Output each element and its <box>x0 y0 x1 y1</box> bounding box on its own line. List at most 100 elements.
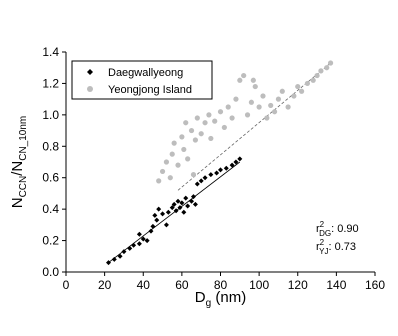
point <box>194 115 200 121</box>
x-axis-label-part: g <box>206 298 212 309</box>
point <box>175 162 181 168</box>
x-tick-label: 100 <box>249 278 269 292</box>
x-tick-label: 120 <box>288 278 308 292</box>
point <box>131 242 137 248</box>
point <box>202 175 208 181</box>
annotation-sub: YJ <box>319 247 328 256</box>
annotation-text: : 0.73 <box>328 241 356 253</box>
point <box>163 159 170 165</box>
point <box>279 88 285 94</box>
y-tick-label: 0.8 <box>42 139 59 153</box>
legend-label: Daegwallyeong <box>108 67 183 79</box>
annotation-sup: 2 <box>320 220 325 229</box>
annotation-text: : 0.90 <box>331 223 359 235</box>
point <box>136 231 142 237</box>
point <box>252 83 258 90</box>
y-tick-label: 0.2 <box>42 234 59 248</box>
point <box>318 68 324 74</box>
point <box>152 212 158 218</box>
legend-label: Yeongjong Island <box>108 84 192 96</box>
point <box>136 241 142 247</box>
fit-line <box>108 161 241 263</box>
point <box>159 168 166 175</box>
legend-box <box>71 60 213 100</box>
y-tick-label: 0.6 <box>42 171 59 185</box>
point <box>190 194 196 200</box>
point <box>202 120 208 126</box>
point <box>127 245 133 251</box>
y-axis-label: NCCN/NCN_10nm <box>9 116 29 209</box>
point <box>237 156 243 162</box>
y-tick-label: 0.4 <box>42 202 59 216</box>
point <box>218 167 223 173</box>
point <box>244 112 251 118</box>
point <box>171 201 177 207</box>
point <box>117 253 123 259</box>
point <box>268 102 274 109</box>
point <box>250 77 256 83</box>
x-tick-label: 140 <box>326 278 346 292</box>
point <box>229 162 235 168</box>
point <box>229 115 235 121</box>
point <box>233 96 239 102</box>
point <box>189 198 195 204</box>
point <box>181 209 187 215</box>
point <box>221 124 227 131</box>
x-axis-label-part: (nm) <box>211 289 246 306</box>
y-axis-label-part: N <box>9 197 26 208</box>
point <box>144 238 150 244</box>
x-tick-label: 20 <box>98 278 112 292</box>
point <box>165 209 171 215</box>
point <box>291 93 297 99</box>
point <box>198 178 204 184</box>
point <box>169 151 175 157</box>
point <box>208 172 214 178</box>
point <box>192 137 198 143</box>
point <box>299 88 305 94</box>
point <box>295 83 301 90</box>
annotation: r2 YJ: 0.73 <box>316 238 356 256</box>
point <box>179 200 185 206</box>
point <box>148 228 154 234</box>
point <box>275 96 282 102</box>
x-tick-label: 80 <box>214 278 228 292</box>
point <box>206 112 212 118</box>
y-tick-label: 1.2 <box>42 76 59 90</box>
point <box>140 236 146 242</box>
annotation-sup: 2 <box>320 238 325 247</box>
x-tick-label: 160 <box>365 278 385 292</box>
point <box>214 170 220 176</box>
point <box>324 65 330 71</box>
point <box>212 118 218 124</box>
x-axis-label-part: D <box>195 289 206 306</box>
y-axis-label-part: /N <box>9 161 26 176</box>
point <box>194 181 200 187</box>
annotation-sub: DG <box>319 229 331 238</box>
y-tick-label: 1.4 <box>42 45 59 59</box>
point <box>314 72 320 79</box>
point <box>217 109 224 115</box>
y-tick-label: 0.0 <box>42 265 59 279</box>
point <box>156 178 162 184</box>
point <box>111 256 117 262</box>
point <box>185 203 191 209</box>
y-axis-label-part: CN_10nm <box>18 116 29 161</box>
point <box>183 195 189 201</box>
point <box>167 175 173 181</box>
annotation-base: r <box>316 241 320 253</box>
point <box>271 109 278 115</box>
x-tick-label: 0 <box>63 278 70 292</box>
point <box>237 77 243 83</box>
point <box>175 198 181 204</box>
point <box>233 159 239 165</box>
point <box>105 260 111 266</box>
point <box>327 60 334 66</box>
y-tick-label: 1.0 <box>42 108 59 122</box>
point <box>256 104 262 110</box>
point <box>225 104 231 110</box>
point <box>241 72 247 79</box>
point <box>260 93 266 99</box>
point <box>154 217 160 223</box>
point <box>248 99 254 105</box>
